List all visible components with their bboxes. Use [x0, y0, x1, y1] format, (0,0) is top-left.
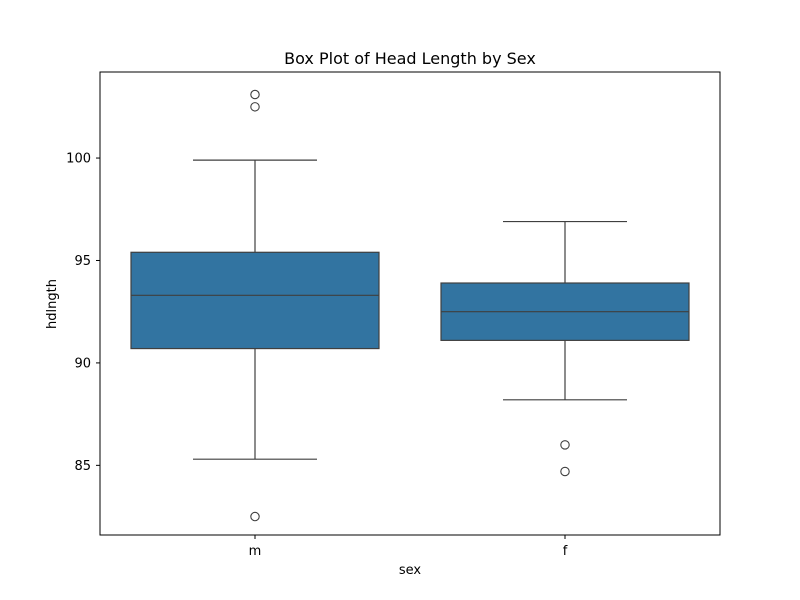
box-iqr — [130, 251, 380, 350]
y-axis: 85 90 95 100 — [66, 152, 100, 474]
y-tick-label: 95 — [74, 254, 91, 269]
outlier-point — [250, 102, 260, 112]
box-group-f — [440, 220, 690, 477]
y-axis-label: hdlngth — [45, 279, 60, 329]
y-tick-label: 100 — [66, 152, 91, 167]
x-axis-label: sex — [399, 563, 422, 578]
chart-title: Box Plot of Head Length by Sex — [284, 49, 536, 68]
plot-frame — [99, 71, 721, 536]
y-tick-label: 90 — [74, 356, 91, 371]
plot-area — [130, 89, 690, 522]
outlier-point — [250, 511, 260, 522]
outlier-point — [250, 89, 260, 100]
outlier-point — [560, 466, 570, 477]
y-tick-label: 85 — [74, 459, 91, 474]
x-tick-label: f — [563, 544, 568, 559]
box-group-m — [130, 89, 380, 522]
x-tick-label: m — [249, 544, 262, 559]
outlier-point — [560, 440, 570, 450]
